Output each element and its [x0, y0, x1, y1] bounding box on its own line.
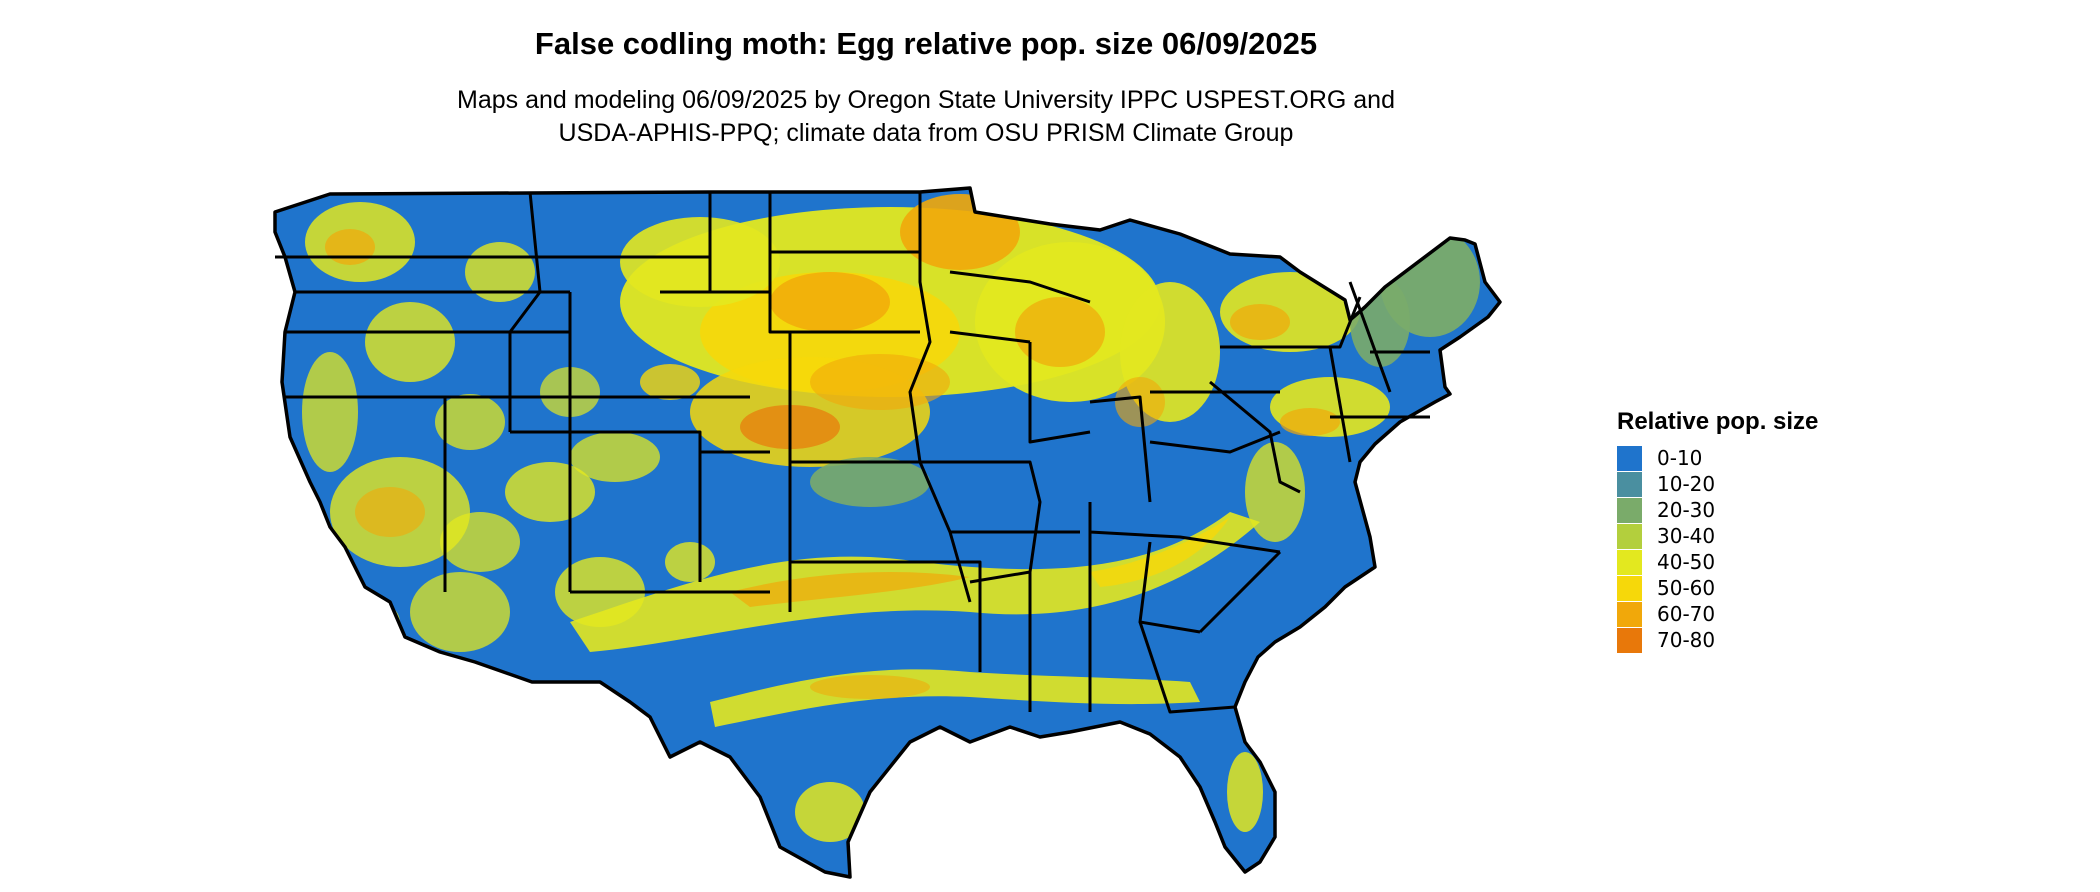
subtitle-line-1: Maps and modeling 06/09/2025 by Oregon S…	[457, 86, 1395, 114]
legend-item: 20-30	[1617, 497, 1818, 523]
legend-swatch	[1617, 601, 1642, 627]
legend-swatch	[1617, 575, 1642, 601]
map-fill	[275, 188, 1500, 877]
map-title: False codling moth: Egg relative pop. si…	[534, 26, 1318, 61]
us-risk-map	[273, 186, 1502, 879]
legend-swatch	[1617, 497, 1642, 523]
legend-item: 70-80	[1617, 627, 1818, 653]
legend-swatch	[1617, 445, 1642, 471]
legend-label: 20-30	[1657, 498, 1716, 522]
legend-swatch	[1617, 471, 1642, 497]
legend-swatch	[1617, 549, 1642, 575]
state-boundaries	[275, 191, 1430, 714]
legend-item: 50-60	[1617, 575, 1818, 601]
legend-label: 40-50	[1657, 550, 1716, 574]
legend: Relative pop. size 0-10 10-20 20-30 30-40 40…	[1617, 408, 1818, 653]
legend-swatch	[1617, 523, 1642, 549]
legend-label: 50-60	[1657, 576, 1716, 600]
legend-item: 60-70	[1617, 601, 1818, 627]
legend-label: 60-70	[1657, 602, 1716, 626]
subtitle-line-2: USDA-APHIS-PPQ; climate data from OSU PR…	[558, 119, 1294, 147]
legend-label: 70-80	[1657, 628, 1716, 652]
legend-label: 30-40	[1657, 524, 1716, 548]
legend-item: 40-50	[1617, 549, 1818, 575]
legend-swatch	[1617, 627, 1642, 653]
legend-item: 30-40	[1617, 523, 1818, 549]
legend-item: 10-20	[1617, 471, 1818, 497]
legend-item: 0-10	[1617, 445, 1818, 471]
legend-items: 0-10 10-20 20-30 30-40 40-50 50-60 60-70 70-80	[1617, 445, 1818, 653]
map-subtitle: Maps and modeling 06/09/2025 by Oregon S…	[0, 84, 1852, 150]
legend-title: Relative pop. size	[1617, 408, 1819, 435]
legend-label: 10-20	[1657, 472, 1716, 496]
legend-label: 0-10	[1657, 446, 1703, 470]
